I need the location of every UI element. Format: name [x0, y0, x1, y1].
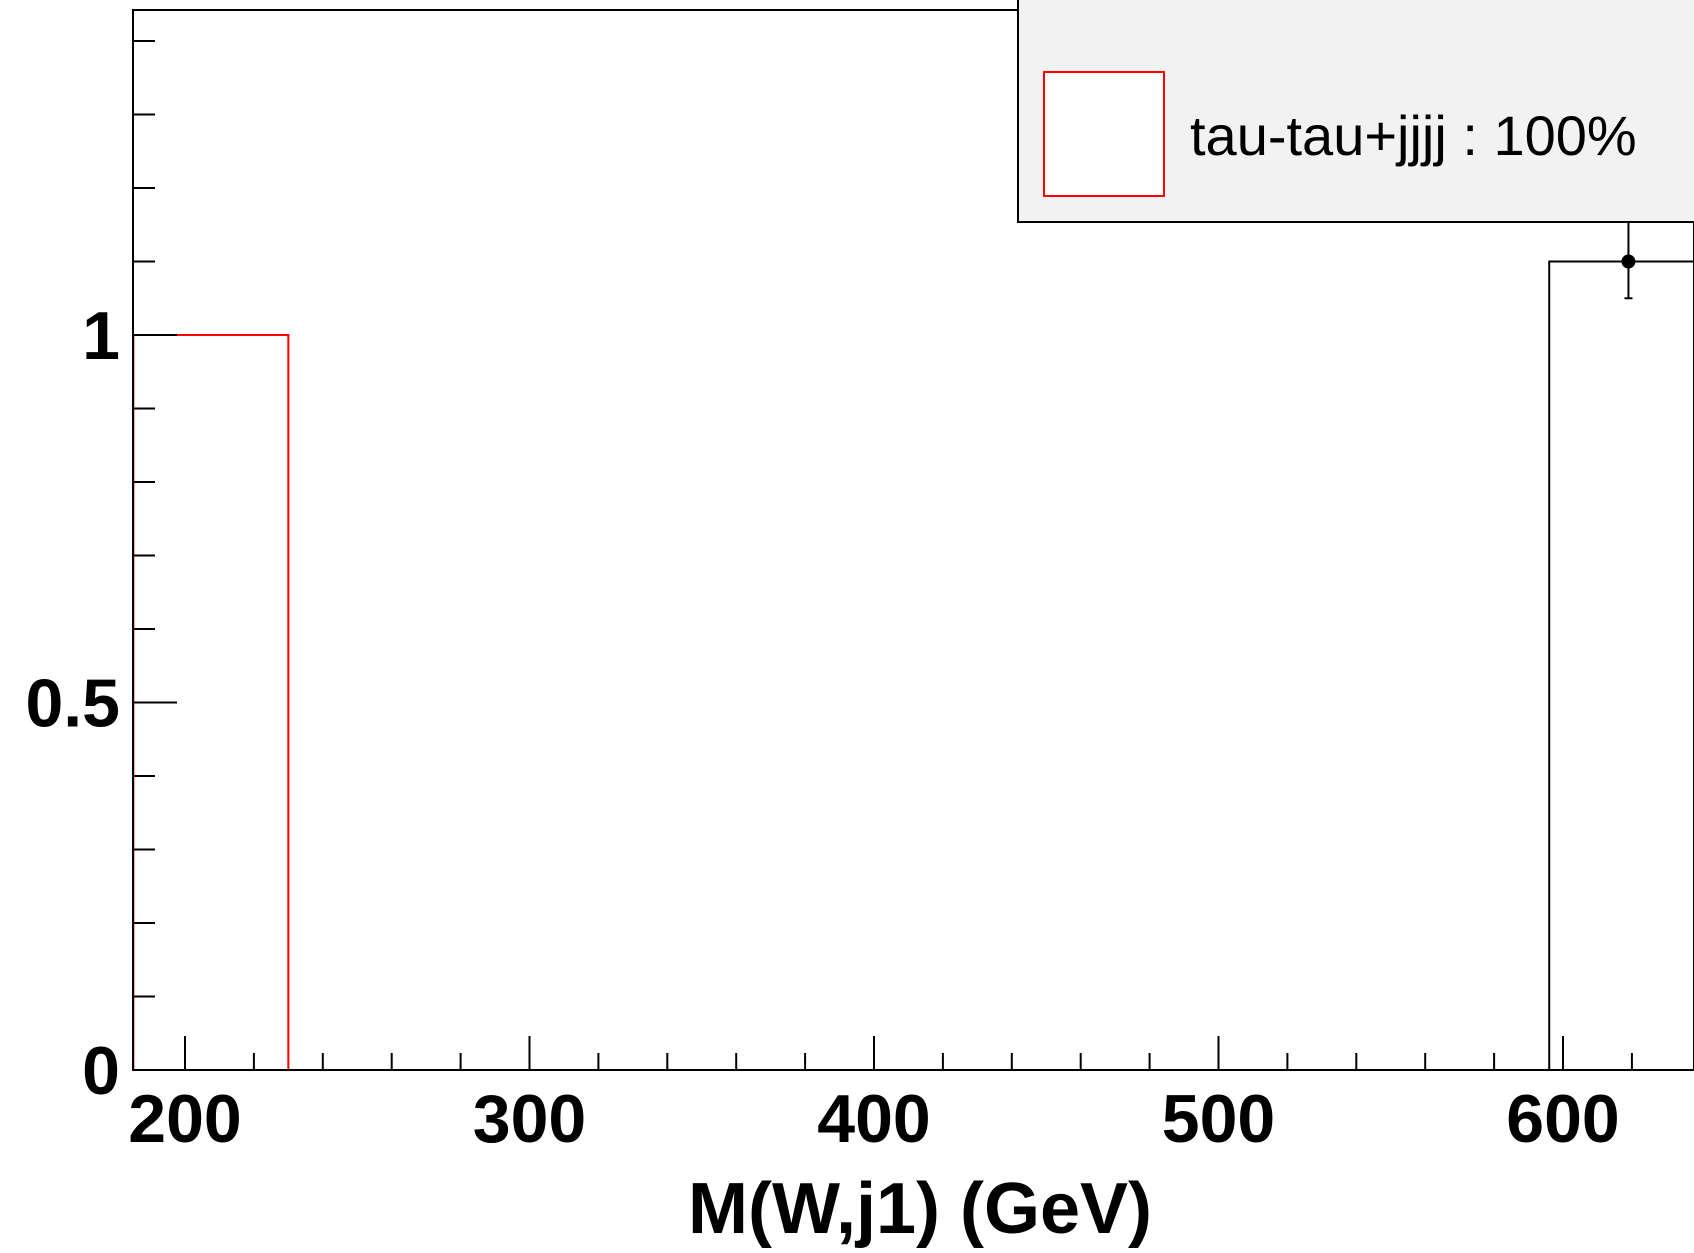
- legend: tau-tau+jjjj : 100%: [1017, 0, 1694, 223]
- legend-swatch: [1043, 71, 1165, 197]
- x-tick-labels: 200 300 400 500 600: [128, 1081, 1619, 1157]
- x-ticks: [184, 1036, 1633, 1070]
- x-axis: 200 300 400 500 600: [128, 1036, 1694, 1157]
- x-tick-label-200: 200: [128, 1081, 241, 1157]
- x-tick-label-300: 300: [473, 1081, 586, 1157]
- y-axis: 00.51: [25, 10, 177, 1109]
- y-tick-label-0: 0: [82, 1033, 120, 1109]
- x-tick-label-600: 600: [1506, 1081, 1619, 1157]
- data-point-1-0: [1621, 254, 1636, 269]
- y-tick-label-1: 1: [82, 298, 120, 374]
- legend-label: tau-tau+jjjj : 100%: [1190, 104, 1637, 167]
- y-tick-label-0.5: 0.5: [25, 666, 120, 742]
- x-axis-title: M(W,j1) (GeV): [688, 1169, 1152, 1249]
- x-tick-label-500: 500: [1162, 1081, 1275, 1157]
- x-tick-label-400: 400: [817, 1081, 930, 1157]
- y-tick-labels: 00.51: [25, 298, 120, 1109]
